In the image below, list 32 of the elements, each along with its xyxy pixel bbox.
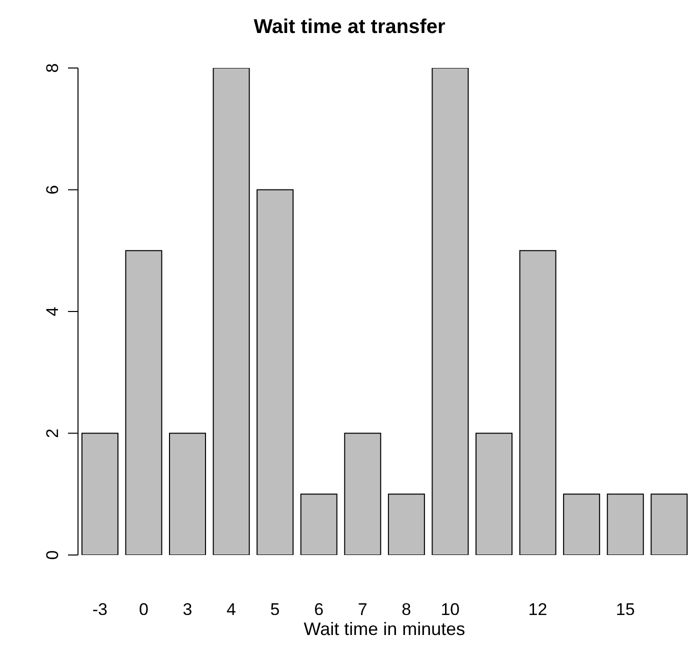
bar	[432, 68, 469, 555]
y-tick-label: 2	[43, 428, 62, 438]
bar	[212, 68, 250, 555]
y-tick-label: 0	[43, 550, 62, 560]
bar	[125, 250, 162, 555]
x-tick-label: 7	[358, 600, 368, 620]
bar	[563, 494, 600, 555]
y-tick-label: 8	[43, 63, 62, 73]
x-tick-label: -3	[92, 600, 108, 620]
y-tick-label: 4	[43, 306, 62, 316]
x-tick-label: 10	[440, 600, 460, 620]
y-tick-label: 6	[43, 185, 62, 194]
x-tick-label: 12	[528, 600, 548, 620]
bar	[300, 494, 338, 555]
bar	[650, 494, 688, 555]
bar	[388, 494, 425, 555]
bar	[519, 250, 556, 555]
bar	[606, 494, 644, 555]
bar	[344, 432, 382, 555]
x-tick-label: 4	[226, 600, 236, 620]
bar	[169, 432, 206, 555]
x-tick-label: 6	[314, 600, 324, 620]
x-axis-title: Wait time in minutes	[302, 619, 466, 640]
x-tick-label: 3	[182, 600, 192, 620]
x-tick-label: 8	[402, 600, 412, 620]
chart-title: Wait time at transfer	[252, 16, 446, 39]
x-tick-label: 0	[138, 600, 148, 620]
bar	[476, 432, 513, 555]
x-tick-label: 15	[616, 600, 635, 620]
x-tick-label: 5	[270, 600, 280, 620]
bar	[256, 189, 294, 555]
bar	[81, 432, 118, 555]
